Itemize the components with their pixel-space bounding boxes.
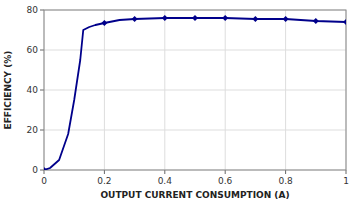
tick-y (40, 10, 44, 11)
plot-frame (44, 10, 346, 170)
tick-label-y: 60 (27, 45, 39, 55)
line (44, 18, 346, 170)
data (44, 15, 346, 170)
tick-label-x: 0.2 (97, 176, 111, 186)
grid-line-y (44, 130, 346, 131)
marker (162, 15, 168, 21)
plot-area (44, 10, 346, 170)
tick-label-x: 0.8 (278, 176, 293, 186)
tick-label-x: 0.4 (158, 176, 173, 186)
marker (132, 16, 138, 22)
chart: 0 0.2 0.4 0.6 0.8 1 0 20 40 60 80 OUTPUT CURRENT CO… (0, 0, 360, 204)
tick-label-x: 0 (41, 176, 47, 186)
grid-line-y (44, 50, 346, 51)
marker (283, 16, 289, 22)
marker (252, 16, 258, 22)
tick-label-x: 1 (343, 176, 349, 186)
marker (44, 167, 47, 170)
tick-x (346, 170, 347, 174)
tick-label-y: 80 (27, 5, 39, 15)
axes: 0 0.2 0.4 0.6 0.8 1 0 20 40 60 80 (27, 5, 349, 186)
tick-y (40, 90, 44, 91)
marker (192, 15, 198, 21)
tick-label-x: 0.6 (218, 176, 233, 186)
grid (44, 10, 346, 170)
tick-x (225, 170, 226, 174)
tick-label-y: 40 (27, 85, 39, 95)
tick-label-y: 20 (27, 125, 39, 135)
y-axis-label: EFFICIENCY (%) (3, 51, 13, 130)
marker (222, 15, 228, 21)
x-axis-label: OUTPUT CURRENT CONSUMPTION (A) (100, 190, 289, 200)
tick-y (40, 130, 44, 131)
grid-line-y (44, 90, 346, 91)
tick-y (40, 50, 44, 51)
marker (343, 19, 346, 25)
tick-x (44, 170, 45, 174)
tick-y (40, 170, 44, 171)
tick-x (164, 170, 165, 174)
tick-label-y: 0 (32, 165, 38, 175)
marker (313, 18, 319, 24)
tick-x (285, 170, 286, 174)
marker (101, 20, 107, 26)
tick-x (104, 170, 105, 174)
